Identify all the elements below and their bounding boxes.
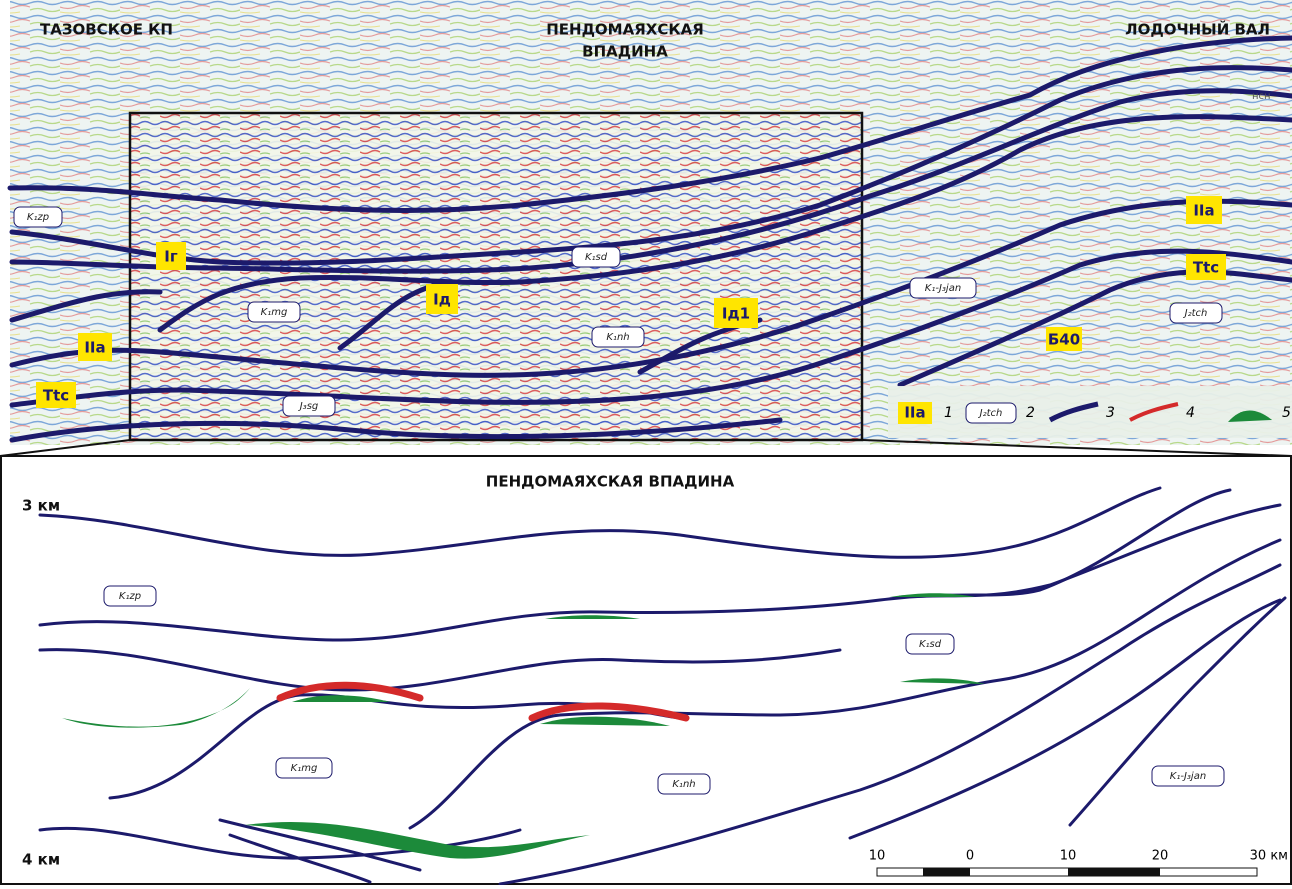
marker: Iд1: [722, 305, 750, 323]
formation-label: K₁-J₃jan: [1170, 771, 1206, 782]
legend-number: 4: [1186, 405, 1195, 421]
small-label: нсн: [1252, 91, 1271, 102]
legend-number: 2: [1026, 405, 1035, 421]
formation-label: J₂tch: [1183, 308, 1208, 319]
legend-number: 5: [1282, 405, 1291, 421]
scale-label: 10: [1060, 849, 1077, 864]
formation-label: K₁zp: [27, 212, 49, 223]
formation-label: K₁-J₃jan: [925, 283, 961, 294]
region-label: ТАЗОВСКОЕ КП: [40, 21, 173, 39]
legend: IIa 1 J₂tch 2 3 4 5: [888, 386, 1292, 438]
region-label: ВПАДИНА: [582, 43, 668, 61]
formation-label: K₁sd: [585, 252, 608, 263]
scale-label: 30 км: [1250, 849, 1288, 864]
formation-label: K₁sd: [919, 639, 942, 650]
marker: Ttc: [1193, 259, 1219, 277]
region-label: ЛОДОЧНЫЙ ВАЛ: [1125, 20, 1270, 39]
marker: IIa: [84, 339, 105, 357]
bottom-frame: [1, 456, 1291, 884]
formation-label: K₁zp: [119, 591, 141, 602]
formation-label: K₁mg: [291, 763, 318, 774]
legend-number: 1: [944, 405, 953, 421]
marker: Iд: [433, 291, 451, 309]
scale-label: 0: [966, 849, 974, 864]
figure: ТАЗОВСКОЕ КП ПЕНДОМАЯХСКАЯ ВПАДИНА ЛОДОЧ…: [0, 0, 1292, 885]
panel-title: ПЕНДОМАЯХСКАЯ ВПАДИНА: [486, 473, 735, 491]
region-label: ПЕНДОМАЯХСКАЯ: [546, 21, 704, 39]
formation-label: K₁nh: [672, 779, 695, 790]
marker: Ttc: [43, 387, 69, 405]
marker: Б40: [1048, 331, 1080, 349]
marker: Iг: [164, 248, 178, 266]
scale-label: 10: [869, 849, 886, 864]
depth-label: 3 км: [22, 497, 60, 515]
legend-symbol: IIa: [904, 404, 925, 422]
formation-label: J₃sg: [298, 401, 319, 412]
legend-symbol: J₂tch: [978, 408, 1003, 419]
legend-number: 3: [1106, 405, 1115, 421]
scale-label: 20: [1152, 849, 1169, 864]
marker: IIa: [1193, 202, 1214, 220]
depth-label: 4 км: [22, 851, 60, 869]
formation-label: K₁mg: [261, 307, 288, 318]
formation-label: K₁nh: [606, 332, 629, 343]
